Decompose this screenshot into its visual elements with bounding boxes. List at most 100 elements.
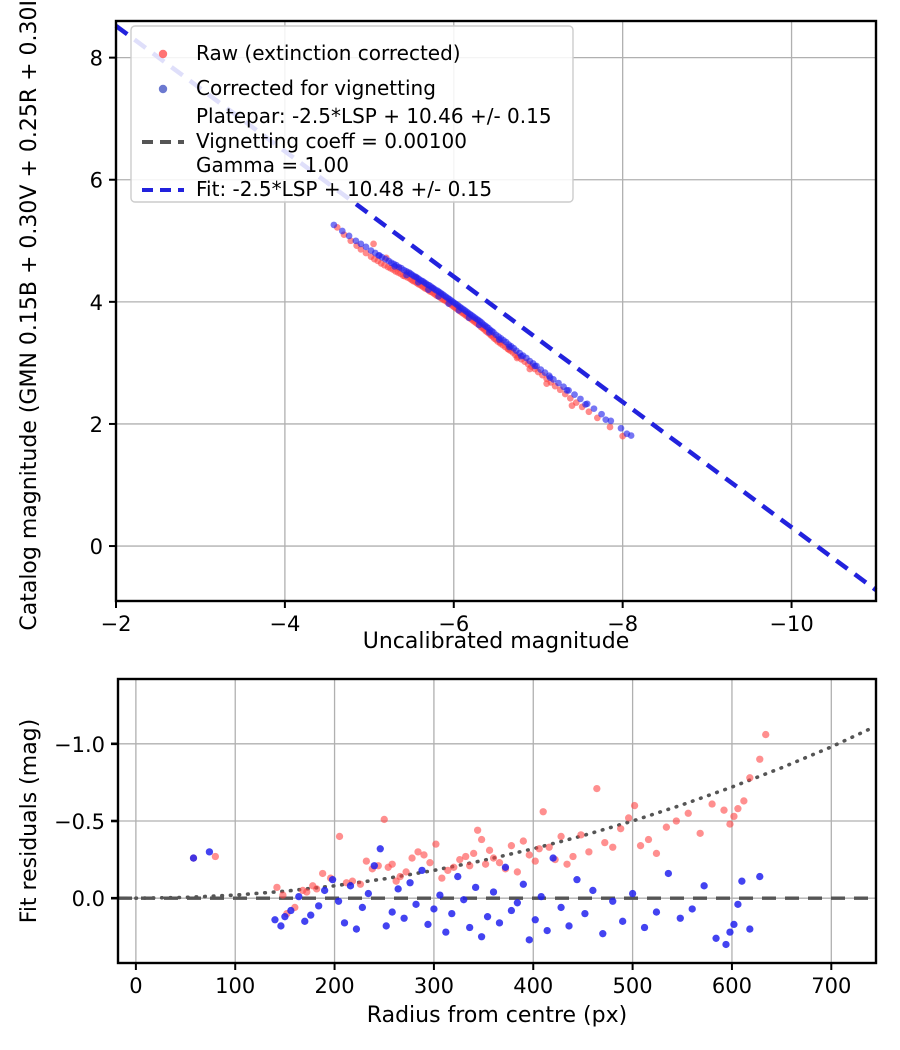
- data-point: [609, 843, 617, 851]
- data-point: [273, 883, 281, 892]
- tick-label-y: 4: [90, 291, 103, 315]
- legend-box: [130, 25, 574, 203]
- data-point: [746, 774, 754, 782]
- data-point: [762, 730, 770, 739]
- data-point: [734, 900, 742, 908]
- data-point: [746, 925, 754, 933]
- data-point: [495, 919, 504, 927]
- data-point: [432, 840, 440, 848]
- data-point: [448, 909, 456, 918]
- data-point: [388, 860, 396, 868]
- data-point: [636, 842, 645, 850]
- data-point: [688, 905, 696, 913]
- data-point: [470, 849, 478, 858]
- bottom-panel-axes: 0 100 200 300 400 500 600 700 0.0 −0.5 −1.0 Radius…: [17, 677, 878, 1028]
- data-point: [376, 845, 384, 853]
- data-point: [730, 920, 738, 929]
- data-point: [506, 343, 513, 351]
- series-corrected: [189, 845, 764, 949]
- data-point: [425, 286, 432, 293]
- data-point: [295, 892, 303, 901]
- legend-label: Corrected for vignetting: [196, 76, 436, 100]
- data-point: [424, 920, 432, 929]
- data-point: [624, 814, 633, 822]
- data-point: [565, 922, 573, 930]
- data-point: [720, 806, 728, 814]
- tick-label-x: 0: [129, 974, 142, 998]
- data-point: [489, 854, 498, 862]
- data-point: [357, 240, 365, 248]
- data-point: [408, 854, 416, 862]
- legend[interactable]: Raw (extinction corrected) Corrected for …: [130, 25, 574, 203]
- data-point: [400, 914, 408, 922]
- top-panel-tick-labels: −2 −4 −6 −8 −10 0 2 4 6 8: [90, 47, 814, 636]
- data-point: [662, 823, 671, 831]
- data-point: [406, 879, 414, 887]
- data-point: [577, 831, 585, 839]
- data-point: [543, 380, 551, 387]
- data-point: [473, 826, 482, 834]
- data-point: [549, 854, 557, 862]
- data-point: [454, 872, 462, 881]
- bottom-panel-tick-labels: 0 100 200 300 400 500 600 700 0.0 −0.5 −1.0: [54, 733, 851, 998]
- data-point: [507, 906, 516, 915]
- data-point: [696, 829, 704, 837]
- data-point: [519, 837, 527, 845]
- tick-label-y: 2: [90, 413, 103, 437]
- data-point: [435, 293, 442, 300]
- data-point: [573, 876, 581, 884]
- data-point: [205, 848, 214, 856]
- top-yaxis-title: Catalog magnitude (GMN 0.15B + 0.30V + 0…: [17, 0, 42, 631]
- series-raw: [189, 730, 770, 918]
- data-point: [700, 882, 708, 890]
- data-point: [712, 934, 720, 942]
- data-point: [382, 922, 390, 930]
- legend-label: Fit: -2.5*LSP + 10.48 +/- 0.15: [196, 177, 492, 201]
- bottom-panel-vignetting-curve: [134, 726, 873, 900]
- data-point: [356, 880, 365, 888]
- data-point: [462, 852, 470, 861]
- data-point: [313, 885, 321, 893]
- data-point: [466, 862, 474, 870]
- data-point: [557, 832, 565, 841]
- data-point: [436, 891, 444, 899]
- data-point: [577, 395, 584, 403]
- tick-label-x: −8: [607, 612, 638, 636]
- data-point: [430, 905, 438, 913]
- data-point: [539, 808, 547, 816]
- top-axes-frame: [114, 19, 878, 603]
- data-point: [684, 809, 692, 817]
- data-point: [380, 815, 388, 824]
- data-point: [606, 423, 614, 431]
- data-point: [543, 926, 551, 935]
- top-panel-fit-line: [114, 24, 878, 592]
- data-point: [485, 329, 493, 336]
- data-point: [465, 314, 473, 322]
- top-xaxis-title: Uncalibrated magnitude: [363, 629, 629, 654]
- data-point: [426, 859, 434, 867]
- data-point: [334, 897, 343, 905]
- series-corrected: [330, 221, 635, 439]
- data-point: [619, 917, 627, 925]
- data-point: [287, 906, 295, 915]
- data-point: [335, 832, 344, 841]
- data-point: [303, 888, 311, 896]
- legend-marker-dot: [158, 49, 168, 59]
- data-point: [607, 417, 615, 425]
- data-point: [535, 845, 543, 853]
- data-point: [525, 936, 533, 944]
- data-point: [345, 232, 353, 240]
- legend-marker-dot: [158, 84, 168, 94]
- data-point: [513, 899, 522, 907]
- tick-label-x: −6: [438, 612, 469, 636]
- data-point: [652, 849, 661, 858]
- data-point: [394, 885, 402, 893]
- data-point: [450, 863, 458, 871]
- data-point: [756, 872, 764, 881]
- data-point: [370, 862, 378, 870]
- top-panel-gridlines: [115, 21, 876, 601]
- data-point: [301, 917, 309, 925]
- data-point: [438, 874, 446, 882]
- data-point: [420, 851, 428, 859]
